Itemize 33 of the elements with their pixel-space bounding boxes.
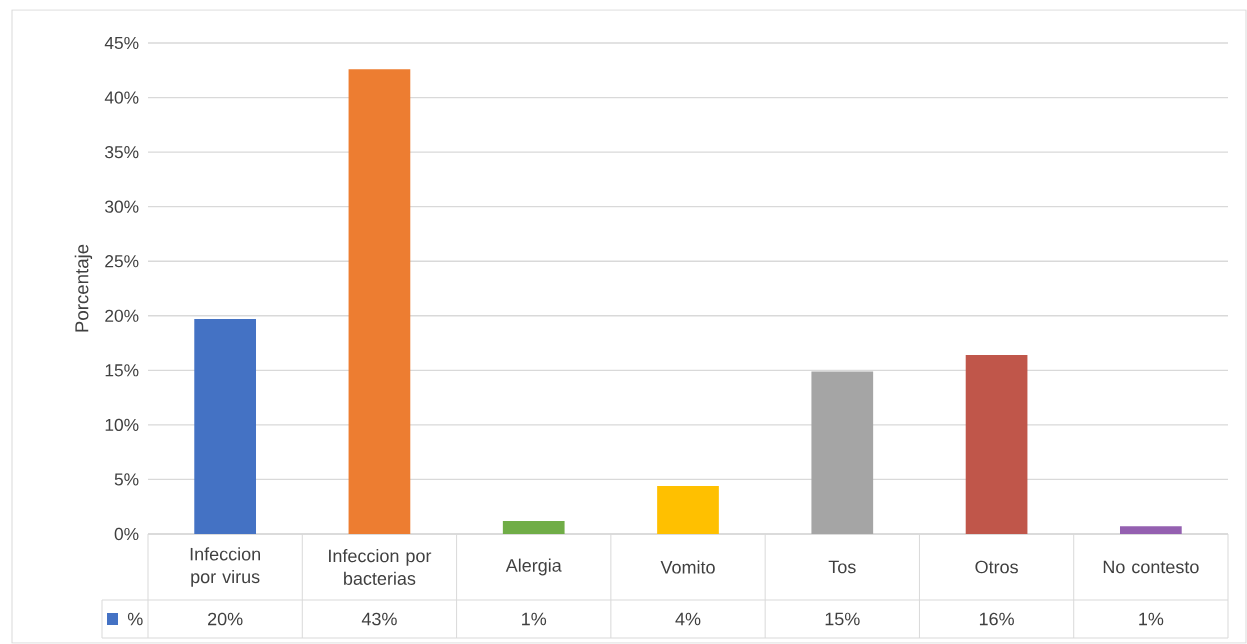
x-tick-label: Alergia <box>505 558 562 576</box>
x-tick-label: Tos <box>828 560 856 574</box>
y-tick-label: 20% <box>105 309 139 322</box>
x-tick-label: No contesto <box>1103 560 1199 574</box>
y-tick-label: 15% <box>105 364 139 377</box>
bar <box>348 69 411 534</box>
data-label: 4% <box>675 612 701 626</box>
data-label: 20% <box>208 612 243 626</box>
x-tick-label: Vomito <box>660 560 715 574</box>
bar <box>1119 526 1182 534</box>
y-axis-title: Porcentaje <box>74 244 93 332</box>
data-label: 1% <box>1139 612 1164 626</box>
y-tick-label: 5% <box>114 473 139 486</box>
y-tick-label: 25% <box>105 255 139 268</box>
y-tick-label: 35% <box>105 145 139 159</box>
x-tick-label: Infeccion por bacterias <box>329 549 432 585</box>
bar <box>194 319 256 534</box>
bar <box>811 371 874 534</box>
data-label: 1% <box>522 612 547 626</box>
data-label: 15% <box>825 612 860 626</box>
bar <box>965 355 1028 534</box>
x-tick-label: Otros <box>975 560 1018 574</box>
x-tick-label: Infeccion por virus <box>190 547 260 587</box>
bar <box>657 485 719 534</box>
y-tick-label: 30% <box>105 200 139 213</box>
data-label: 16% <box>979 612 1014 626</box>
y-tick-label: 40% <box>104 91 139 104</box>
y-tick-label: 10% <box>105 418 139 432</box>
data-label: 43% <box>361 612 397 626</box>
legend-label: % <box>127 612 143 626</box>
y-tick-label: 0% <box>114 527 139 541</box>
bar <box>502 520 565 534</box>
y-tick-label: 45% <box>104 36 139 50</box>
